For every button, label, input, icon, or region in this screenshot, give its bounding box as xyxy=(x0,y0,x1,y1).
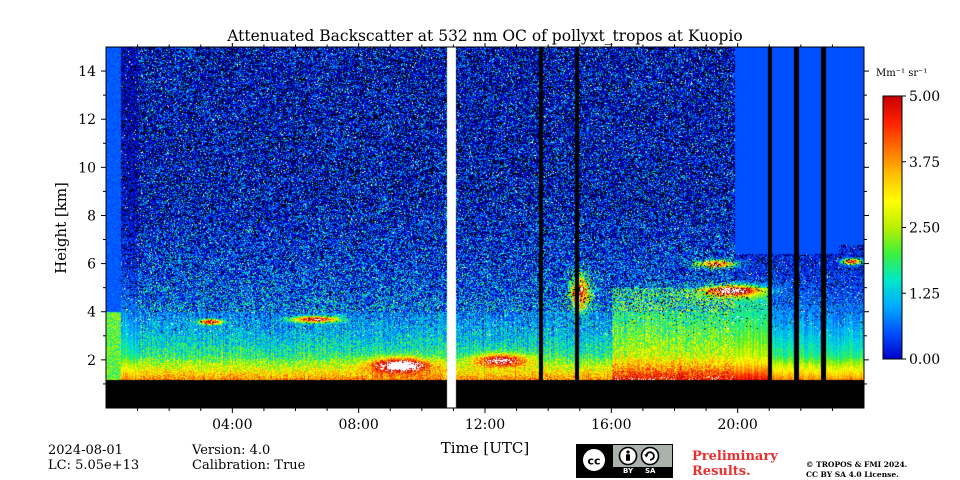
cc-sa-label: SA xyxy=(645,467,656,475)
colorbar-gradient xyxy=(882,95,903,360)
cc-by-label: BY xyxy=(623,467,634,475)
colorbar-tick-label: 3.75 xyxy=(909,155,940,171)
x-axis-label: Time [UTC] xyxy=(441,439,530,457)
copyright-text: © TROPOS & FMI 2024. xyxy=(806,460,908,469)
version-text: Version: 4.0 xyxy=(192,443,271,458)
y-tick-label: 4 xyxy=(87,305,96,321)
license-text: CC BY SA 4.0 License. xyxy=(806,470,899,479)
cc-license-badge: cc BY SA xyxy=(576,444,673,478)
colorbar-tick-label: 1.25 xyxy=(909,286,940,302)
colorbar-unit-label: Mm⁻¹ sr⁻¹ xyxy=(876,68,927,79)
calibration-text: Calibration: True xyxy=(192,458,306,473)
share-alike-icon xyxy=(640,446,660,466)
x-tick-label: 16:00 xyxy=(591,417,631,433)
x-tick-label: 20:00 xyxy=(717,417,757,433)
y-axis: 2 4 6 8 10 12 14 xyxy=(78,64,869,385)
y-tick-label: 10 xyxy=(78,160,96,176)
heatmap-plot xyxy=(105,46,865,409)
y-tick-label: 12 xyxy=(78,112,96,128)
x-tick-label: 04:00 xyxy=(212,417,252,433)
colorbar-tick-label: 5.00 xyxy=(909,89,940,105)
x-tick-label: 12:00 xyxy=(465,417,505,433)
date-text: 2024-08-01 xyxy=(48,443,123,458)
y-tick-label: 14 xyxy=(78,64,96,80)
colorbar-tick-label: 2.50 xyxy=(909,221,940,237)
y-axis-label: Height [km] xyxy=(52,182,70,274)
y-tick-label: 6 xyxy=(87,257,96,273)
colorbar: Mm⁻¹ sr⁻¹ 0.00 1.25 2.50 3.75 5.00 xyxy=(876,68,940,368)
preliminary-label: Preliminary xyxy=(692,449,778,464)
colorbar-ticks: 0.00 1.25 2.50 3.75 5.00 xyxy=(902,89,940,368)
backscatter-heatmap xyxy=(106,47,864,408)
preliminary-label-2: Results. xyxy=(692,464,751,479)
y-tick-label: 2 xyxy=(87,353,96,369)
lidar-constant-text: LC: 5.05e+13 xyxy=(48,458,140,473)
svg-text:cc: cc xyxy=(587,455,600,468)
x-tick-label: 08:00 xyxy=(338,417,378,433)
cc-logo-icon xyxy=(581,447,607,473)
chart-title: Attenuated Backscatter at 532 nm OC of p… xyxy=(226,27,742,45)
colorbar-tick-label: 0.00 xyxy=(909,352,940,368)
x-axis: 04:00 08:00 12:00 16:00 20:00 xyxy=(137,43,833,433)
y-tick-label: 8 xyxy=(87,208,96,224)
